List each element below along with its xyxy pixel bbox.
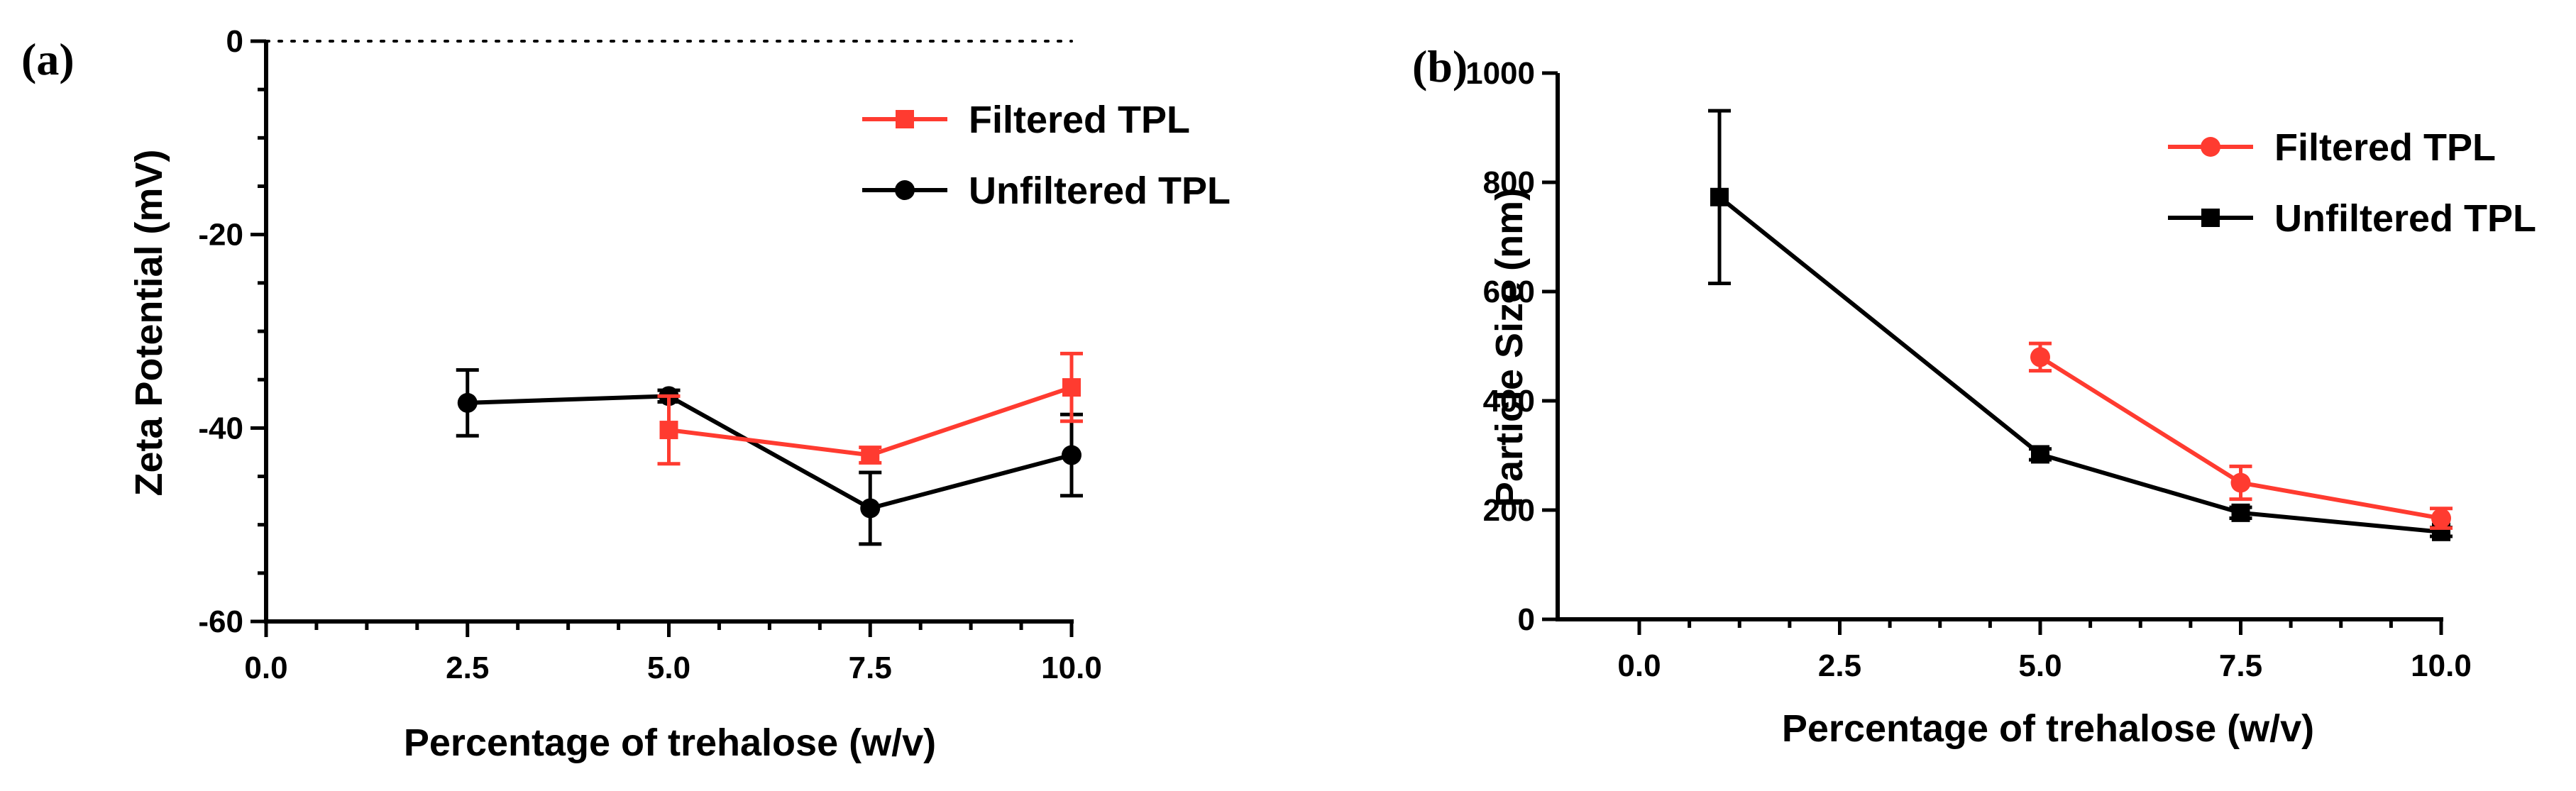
data-point-filtered-tpl	[1062, 378, 1081, 397]
panel-a-axes: 0.0 2.5 5.0 7.5 10.0 -60 -40 -20 0	[198, 24, 1101, 685]
series-filtered-tpl	[2029, 341, 2453, 530]
data-point-unfiltered-tpl	[860, 498, 881, 519]
x-tick-label: 10.0	[1041, 651, 1102, 685]
legend-entry-unfiltered-tpl: Unfiltered TPL	[2168, 197, 2536, 240]
panel-b-particle-size-chart: (b) 0.0 2.5 5.0 7.5 10.0 0 200 400 600 800 1000 Pe…	[1412, 41, 2536, 750]
panel-b-series	[1708, 109, 2453, 541]
data-point-filtered-tpl	[659, 421, 678, 440]
x-tick-label: 2.5	[446, 651, 489, 685]
legend-label: Unfiltered TPL	[2274, 197, 2536, 240]
panel-a-y-axis-title: Zeta Potential (mV)	[128, 149, 170, 496]
y-tick-label: 400	[1483, 384, 1535, 419]
data-point-unfiltered-tpl	[1710, 187, 1729, 206]
legend-entry-unfiltered-tpl: Unfiltered TPL	[862, 170, 1231, 212]
x-tick-label: 5.0	[647, 651, 690, 685]
panel-a-series	[456, 351, 1083, 546]
panel-b-y-axis-title: Particle Size (nm)	[1488, 188, 1531, 507]
panel-b-legend: Filtered TPL Unfiltered TPL	[2168, 126, 2536, 240]
data-point-filtered-tpl	[861, 446, 880, 465]
series-unfiltered-tpl	[1708, 109, 2453, 541]
panel-label-b: (b)	[1412, 41, 1468, 92]
data-point-filtered-tpl	[2431, 508, 2451, 529]
data-point-unfiltered-tpl	[1062, 445, 1081, 465]
x-tick-label: 0.0	[1617, 648, 1661, 683]
data-point-filtered-tpl	[2230, 472, 2251, 493]
data-point-unfiltered-tpl	[457, 392, 478, 413]
panel-a-legend: Filtered TPL Unfiltered TPL	[862, 99, 1231, 212]
x-tick-label: 10.0	[2411, 648, 2472, 683]
legend-label: Filtered TPL	[2274, 126, 2496, 169]
y-tick-label: -60	[198, 604, 243, 639]
legend-label: Filtered TPL	[969, 99, 1190, 141]
y-tick-label: 800	[1483, 165, 1535, 200]
legend-marker	[895, 180, 915, 200]
series-line-filtered-tpl	[668, 385, 1072, 458]
data-point-unfiltered-tpl	[2031, 445, 2049, 464]
series-line-unfiltered-tpl	[467, 394, 1072, 511]
y-tick-label: 0	[226, 24, 243, 59]
legend-marker	[2201, 137, 2220, 157]
y-tick-label: -40	[198, 411, 243, 446]
x-tick-label: 2.5	[1818, 648, 1861, 683]
y-tick-label: -20	[198, 218, 243, 253]
x-tick-label: 5.0	[2018, 648, 2062, 683]
panel-label-a: (a)	[21, 34, 75, 84]
panel-b-x-axis-title: Percentage of trehalose (w/v)	[1782, 707, 2314, 750]
legend-entry-filtered-tpl: Filtered TPL	[2168, 126, 2496, 169]
series-line-unfiltered-tpl	[1718, 195, 2442, 534]
panel-a-x-axis-title: Percentage of trehalose (w/v)	[404, 721, 936, 764]
data-point-unfiltered-tpl	[2231, 503, 2250, 522]
data-point-filtered-tpl	[2030, 347, 2050, 367]
x-tick-label: 0.0	[244, 651, 287, 685]
x-tick-label: 7.5	[2219, 648, 2262, 683]
legend-marker	[2201, 209, 2220, 227]
series-unfiltered-tpl	[456, 368, 1083, 546]
y-tick-label: 600	[1483, 275, 1535, 309]
y-tick-label: 0	[1518, 602, 1535, 637]
legend-label: Unfiltered TPL	[969, 170, 1231, 212]
x-tick-label: 7.5	[849, 651, 892, 685]
panel-b-axes: 0.0 2.5 5.0 7.5 10.0 0 200 400 600 800 1000	[1465, 56, 2472, 683]
y-tick-label: 1000	[1465, 56, 1535, 91]
series-filtered-tpl	[657, 351, 1083, 466]
legend-entry-filtered-tpl: Filtered TPL	[862, 99, 1190, 141]
legend-marker	[896, 110, 914, 128]
y-tick-label: 200	[1483, 493, 1535, 528]
panel-a-zeta-potential-chart: (a) 0.0 2.5 5.0 7.5 10.0 -60 -40 -20 0 Percentag…	[21, 24, 1231, 764]
